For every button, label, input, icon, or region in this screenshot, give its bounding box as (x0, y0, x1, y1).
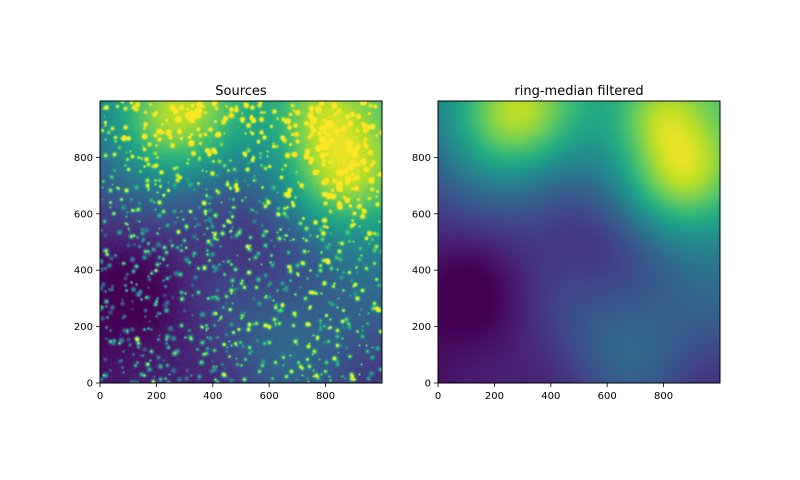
chart-title: ring-median filtered (514, 84, 643, 99)
y-tick-label: 0 (87, 379, 93, 390)
chart-title: Sources (215, 84, 267, 99)
y-tick-label: 200 (74, 322, 93, 333)
axes-frame (99, 100, 383, 384)
y-tick-label: 400 (412, 266, 431, 277)
y-tick-label: 400 (74, 266, 93, 277)
x-tick-label: 600 (598, 391, 617, 402)
x-tick-label: 600 (260, 391, 279, 402)
filtered-panel: ring-median filtered 0 200 400 600 800 0 200 40… (412, 84, 721, 402)
x-tick-label: 0 (97, 391, 103, 402)
x-tick-label: 800 (654, 391, 673, 402)
y-tick-label: 800 (412, 153, 431, 164)
y-tick-label: 800 (74, 153, 93, 164)
sources-panel: Sources 0 200 400 600 800 0 200 400 600 800 (74, 84, 383, 402)
x-tick-label: 800 (316, 391, 335, 402)
y-tick-label: 600 (74, 209, 93, 220)
x-tick-label: 200 (147, 391, 166, 402)
x-tick-label: 0 (435, 391, 441, 402)
y-tick-label: 0 (425, 379, 431, 390)
axes-frame (437, 100, 721, 384)
x-tick-label: 200 (485, 391, 504, 402)
y-tick-label: 600 (412, 209, 431, 220)
y-tick-label: 200 (412, 322, 431, 333)
heatmap-image (438, 101, 720, 383)
heatmap-image (100, 101, 382, 383)
x-tick-label: 400 (203, 391, 222, 402)
x-tick-label: 400 (541, 391, 560, 402)
